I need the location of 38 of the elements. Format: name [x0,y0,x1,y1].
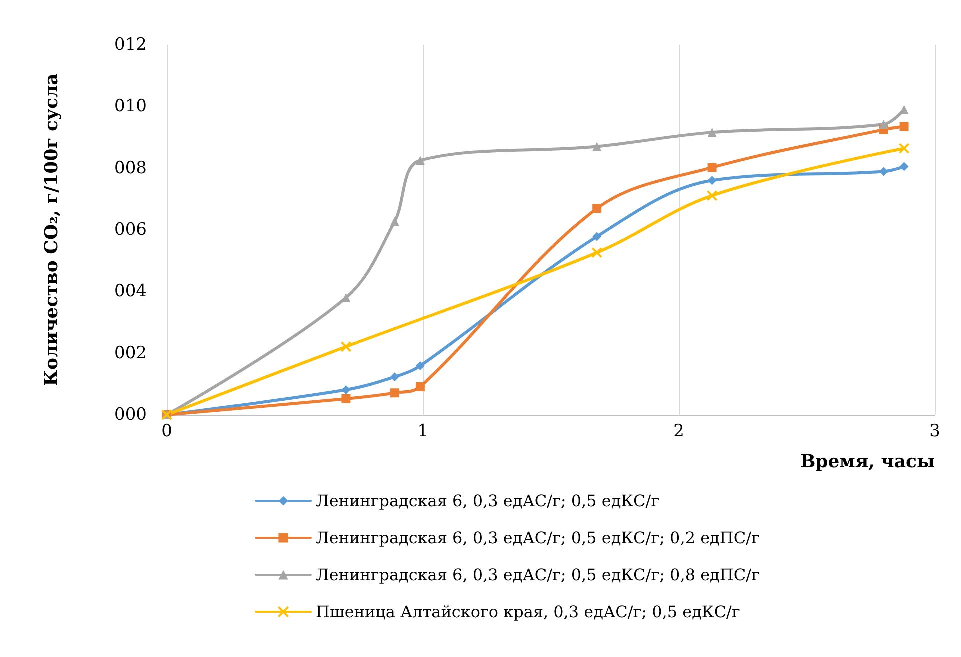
point [900,122,909,132]
y-tick-label: 012 [114,35,147,55]
point [592,142,602,152]
legend-label: Пшеница Алтайского края, 0,3 едАС/г; 0,5 едКС/г [316,602,740,622]
point [390,217,400,226]
x-tick-label: 0 [162,422,172,442]
point [342,394,351,404]
y-tick-label: 008 [114,158,147,178]
y-tick-label: 002 [114,343,147,364]
point [416,156,425,166]
point [592,204,602,214]
y-tick-label: 004 [114,282,147,302]
x-tick-label: 1 [418,422,428,442]
point [898,143,910,154]
point [390,372,400,382]
point [416,361,425,370]
point [340,341,352,352]
point [879,120,888,130]
point [706,190,718,202]
point [390,388,400,398]
x-tick-label: 2 [674,422,684,442]
point [900,162,909,172]
legend-label: Ленинградская 6, 0,3 едАС/г; 0,5 едКС/г; 0,8 едПС/г [316,566,760,584]
x-axis-title: Время, часы [800,452,935,472]
point [416,382,425,392]
y-tick-label: 006 [114,220,147,240]
point [592,247,603,258]
legend-label: Ленинградская 6, 0,3 едАС/г; 0,5 едКС/г [316,492,660,510]
point [592,232,602,242]
y-tick-label: 010 [114,96,147,117]
point [708,128,717,138]
point [708,163,717,172]
x-tick-label: 3 [930,422,940,442]
legend-label: Ленинградская 6, 0,3 едАС/г; 0,5 едКС/г; 0,2 едПС/г [316,528,760,548]
y-tick-label: 000 [114,405,147,425]
point [342,386,351,395]
y-axis-title: Количество CO₂, г/100г сусла [42,73,62,386]
point [708,176,717,186]
